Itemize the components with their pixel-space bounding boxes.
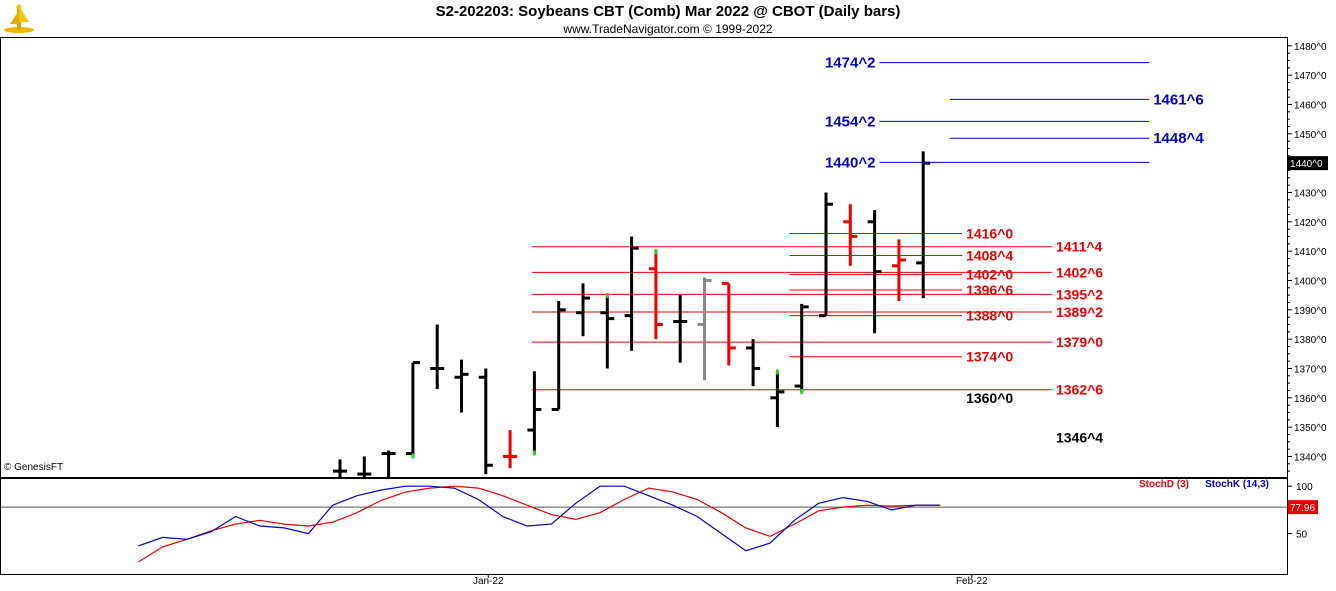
level-label: 1396^6 [966,282,1013,298]
ohlc-bar [576,283,590,337]
ohlc-bar [819,192,833,318]
level-label: 1402^0 [966,267,1013,283]
ohlc-bar [551,301,566,412]
ohlc-bar [867,210,882,334]
ohlc-bar [843,204,858,266]
ohlc-bar [430,324,445,389]
osc-series-line [137,485,941,563]
y-tick-label: 1400^0 [1294,276,1327,287]
osc-y-tick-label: 100 [1296,482,1313,493]
level-label: 1362^6 [1056,382,1103,398]
level-label: 1461^6 [1153,91,1203,108]
y-tick-label: 1360^0 [1294,394,1327,405]
level-label: 1408^4 [966,248,1013,264]
ohlc-bar [454,359,469,413]
ohlc-bar [891,239,906,301]
ohlc-bar [381,450,396,477]
osc-series-line [138,485,941,552]
ohlc-bar [794,303,809,394]
last-price-marker [1288,156,1328,171]
stochastic-panel: 77.96 StochD (3) StochK (14,3) [0,479,1318,563]
level-label: 1440^2 [825,154,875,171]
ohlc-bar [357,456,372,477]
level-label: 1402^6 [1056,264,1103,280]
ohlc-bar [527,371,542,456]
ohlc-bar [624,236,639,351]
level-label: 1346^4 [1056,429,1103,445]
osc-plot-frame [0,478,1288,575]
copyright-text: © GenesisFT [4,462,64,473]
y-tick-label: 1470^0 [1294,71,1327,82]
y-tick-label: 1380^0 [1294,335,1327,346]
level-label: 1379^0 [1056,334,1103,350]
y-tick-label: 1350^0 [1294,423,1327,434]
ohlc-bar [405,361,420,459]
y-tick-label: 1340^0 [1294,452,1327,463]
ohlc-bar [673,295,688,363]
ohlc-bar [600,293,615,369]
level-label: 1374^0 [966,349,1013,365]
level-label: 1395^2 [1056,286,1103,302]
level-label: 1416^0 [966,226,1013,242]
ohlc-bar [697,277,712,381]
x-tick-label: Jan-22 [473,576,504,587]
level-label: 1454^2 [825,113,875,130]
ohlc-bar [746,339,761,387]
osc-last-label: 77.96 [1290,503,1315,514]
level-label: 1389^2 [1056,304,1103,320]
y-tick-label: 1390^0 [1294,306,1327,317]
y-tick-label: 1370^0 [1294,364,1327,375]
ohlc-bar [916,151,931,299]
ohlc-bar [770,369,785,428]
osc-legend-entry: StochD (3) [1139,479,1189,490]
ohlc-bar [333,459,347,477]
ohlc-bar [478,368,493,475]
y-tick-label: 1420^0 [1294,218,1327,229]
y-tick-label: 1410^0 [1294,247,1327,258]
y-tick-label: 1430^0 [1294,188,1327,199]
y-tick-label: 1460^0 [1294,100,1327,111]
y-tick-label: 1450^0 [1294,130,1327,141]
level-label: 1388^0 [966,308,1013,324]
last-price-label: 1440^0 [1290,159,1323,170]
level-label: 1474^2 [825,55,875,72]
x-tick-label: Feb-22 [956,576,988,587]
ohlc-bar [503,430,518,469]
osc-legend-entry: StochK (14,3) [1205,479,1269,490]
level-label: 1448^4 [1153,130,1204,147]
chart-title: S2-202203: Soybeans CBT (Comb) Mar 2022 … [435,3,901,20]
chart-subtitle: www.TradeNavigator.com © 1999-2022 [563,22,773,36]
osc-y-tick-label: 50 [1296,530,1308,541]
ohlc-bar [721,281,736,366]
ohlc-bars [333,151,931,477]
level-label: 1360^0 [966,390,1013,406]
ohlc-bar [648,249,663,340]
price-plot-frame [0,37,1288,478]
osc-last-marker [1288,500,1318,515]
navigator-logo-icon [2,2,36,34]
level-lines: 1474^2 1461^6 1454^2 1448^4 1440^2 1416^0 1411… [531,55,1204,445]
y-tick-label: 1480^0 [1294,42,1327,53]
level-label: 1411^4 [1056,239,1103,255]
